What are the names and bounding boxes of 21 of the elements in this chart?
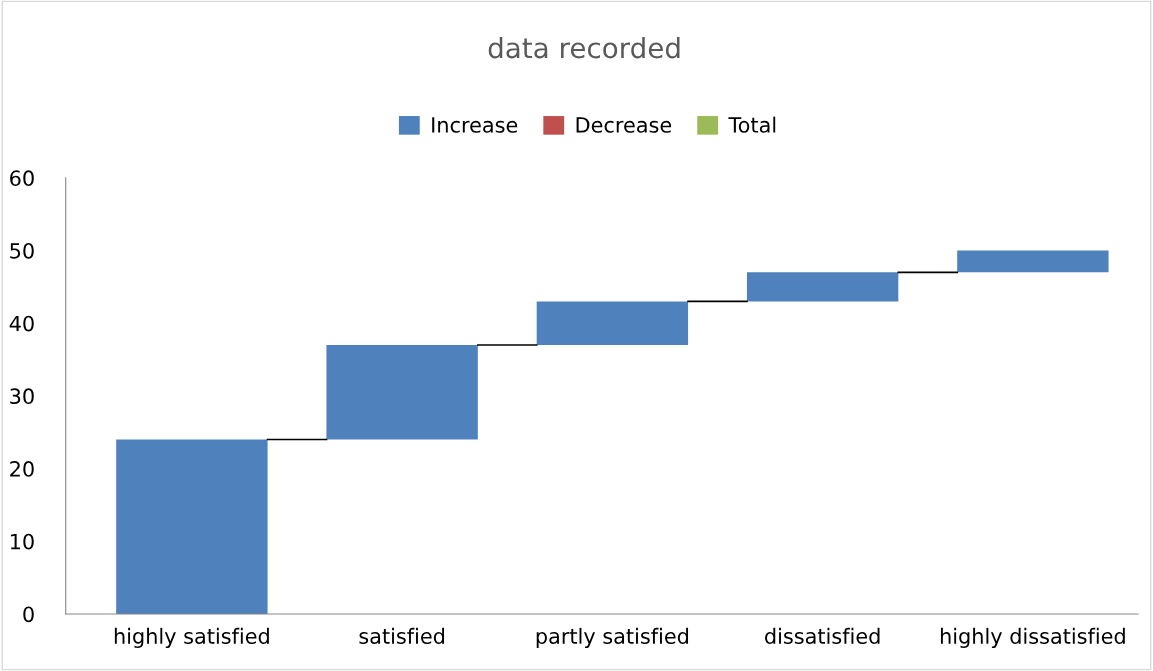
legend-label: Decrease <box>576 117 672 133</box>
y-tick-label: 40 <box>9 315 34 332</box>
x-tick-label: satisfied <box>359 627 445 644</box>
bar <box>746 272 899 302</box>
legend-label: Total <box>728 116 776 133</box>
y-tick-label: 10 <box>10 533 34 550</box>
y-tick-label: 50 <box>10 242 34 259</box>
y-tick-label: 20 <box>10 461 34 477</box>
x-tick-label: dissatisfied <box>765 627 880 644</box>
y-tick-label: 60 <box>10 170 34 187</box>
bar <box>326 345 478 440</box>
bar <box>536 301 689 346</box>
x-tick-label: highly dissatisfied <box>940 627 1125 649</box>
legend-label: Increase <box>432 117 518 133</box>
x-tick-label: partly satisfied <box>536 627 689 649</box>
x-tick-label: highly satisfied <box>114 627 269 649</box>
chart-title: data recorded <box>488 36 680 59</box>
bar <box>116 439 268 614</box>
y-tick-label: 0 <box>23 606 34 623</box>
bar <box>957 250 1109 273</box>
y-tick-label: 30 <box>10 388 34 405</box>
